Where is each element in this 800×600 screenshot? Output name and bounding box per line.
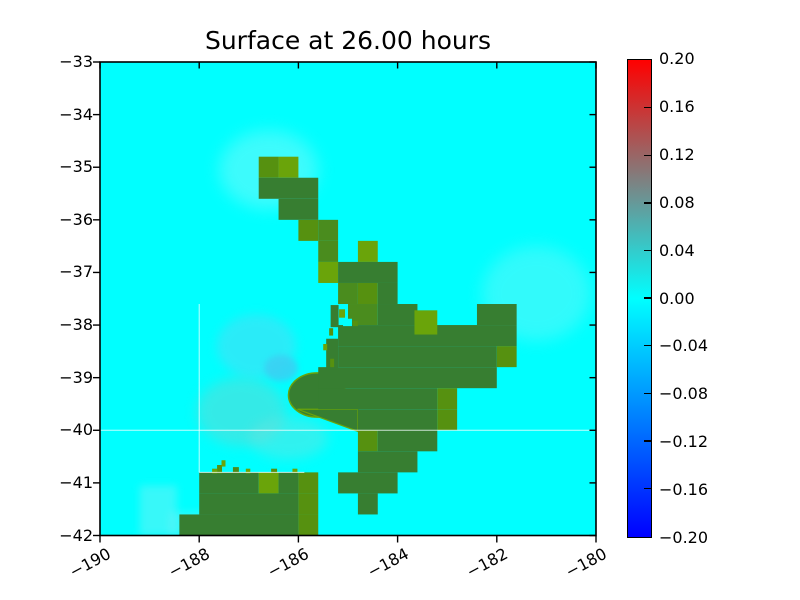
colorbar-tick-label: 0.20 (659, 49, 695, 68)
land-cell (338, 472, 398, 494)
colorbar-tick-label: 0.04 (659, 240, 695, 260)
y-tick-label: −38 (59, 315, 93, 335)
land-cell (318, 367, 497, 389)
land-cell (377, 304, 418, 326)
plot-frame (99, 61, 597, 537)
colorbar-tick (644, 440, 651, 442)
land-cell (377, 430, 438, 452)
colorbar-tick (644, 154, 651, 156)
wave-overlay (196, 377, 286, 447)
y-tick-label: −36 (59, 209, 93, 229)
y-tick-label: −41 (59, 472, 93, 492)
colorbar-gradient (628, 60, 651, 537)
land-cell (258, 472, 279, 494)
land-cell (357, 430, 378, 452)
y-tick-label: −42 (59, 525, 93, 545)
land-cell (437, 409, 458, 431)
land-cell (258, 177, 319, 199)
colorbar-tick (644, 345, 651, 347)
land-cell (352, 320, 358, 327)
land-cell (357, 240, 378, 262)
land-cell (338, 346, 497, 368)
land-cell (271, 468, 278, 473)
land-cell (437, 388, 458, 410)
colorbar-tick (644, 106, 651, 109)
y-tick-label: −33 (59, 52, 93, 71)
land-cell (292, 468, 298, 473)
colorbar-tick-label: −0.20 (659, 528, 709, 547)
land-cell (357, 282, 378, 305)
land-cell (330, 305, 339, 328)
land-cell (338, 282, 358, 305)
colorbar-tick-label: 0.00 (659, 288, 695, 308)
land-cell (326, 338, 339, 370)
land-cell (318, 261, 339, 283)
y-tick-label: −34 (59, 104, 93, 124)
land-cell (298, 472, 319, 494)
land-cell (217, 465, 223, 474)
land-cell (278, 198, 319, 220)
chart-title: Surface at 26.00 hours (204, 26, 492, 55)
land-cell (357, 493, 378, 515)
colorbar (627, 59, 652, 538)
land-cell (199, 472, 259, 494)
land-cell (199, 493, 299, 515)
colorbar-tick (644, 202, 651, 204)
land-cell (343, 318, 352, 327)
land-cell (377, 282, 398, 305)
colorbar-tick-label: 0.08 (659, 192, 695, 212)
land-cell (357, 409, 438, 431)
land-cell (329, 328, 334, 336)
land-cell (318, 219, 339, 241)
y-tick-label: −40 (59, 420, 93, 440)
colorbar-tick-label: −0.12 (659, 432, 709, 452)
land-cell (212, 468, 218, 474)
land-cell (298, 219, 319, 241)
wave-overlay (248, 417, 329, 460)
wave-overlay (264, 355, 298, 382)
land-cell (179, 514, 299, 536)
land-cell (221, 460, 226, 467)
colorbar-tick (644, 249, 651, 252)
land-cell (496, 346, 517, 368)
land-cell (278, 472, 299, 494)
land-cell (258, 156, 279, 178)
land-cell (298, 493, 319, 515)
land-cell (318, 240, 339, 262)
land-cell (476, 304, 517, 326)
colorbar-tick-label: 0.12 (659, 144, 695, 164)
land-cell (330, 358, 335, 368)
land-cell (298, 514, 319, 536)
colorbar-tick-label: −0.16 (659, 480, 709, 500)
colorbar-tick (644, 392, 651, 395)
land-cell (245, 468, 251, 474)
land-cell (339, 309, 346, 318)
colorbar-tick (644, 297, 651, 299)
y-tick-label: −37 (59, 262, 93, 282)
land-cell (338, 325, 517, 347)
land-cell (348, 306, 357, 317)
colorbar-tick (644, 487, 651, 490)
land-cell (414, 310, 438, 335)
map-area (100, 62, 596, 536)
land-cell (278, 156, 299, 178)
land-cell (323, 343, 328, 351)
land-cell (357, 451, 418, 473)
y-tick-label: −35 (59, 157, 93, 177)
land-cell (318, 388, 438, 410)
y-tick-label: −39 (59, 367, 93, 387)
colorbar-tick-label: 0.16 (659, 96, 695, 116)
wave-overlay (139, 485, 177, 536)
land-cell (232, 467, 239, 474)
colorbar-tick-label: −0.08 (659, 384, 709, 404)
colorbar-tick-label: −0.04 (659, 336, 709, 356)
land-cell (338, 261, 398, 283)
